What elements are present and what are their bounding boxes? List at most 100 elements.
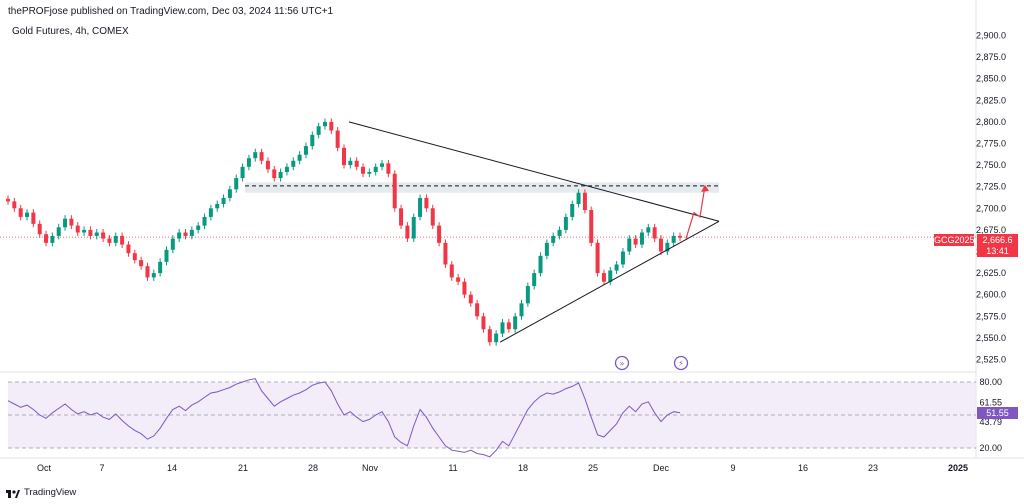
rsi-tick-label: 80.00 [979, 377, 1002, 387]
time-tick-label: 2025 [948, 463, 968, 473]
candle-body [310, 134, 315, 147]
candle-body [316, 126, 321, 135]
price-tick-label: 2,625.0 [976, 268, 1006, 278]
candle-body [234, 178, 239, 190]
svg-text:⚡: ⚡ [678, 359, 684, 368]
candle-body [361, 166, 366, 174]
candle-body [50, 235, 55, 243]
candle-body [37, 223, 42, 235]
time-axis: Oct 7 14 21 28 Nov 11 18 25 Dec 9 16 23 2025 [37, 463, 968, 473]
candle-body [63, 218, 68, 228]
tradingview-footer[interactable]: TradingView [6, 487, 76, 498]
time-tick-label: Dec [653, 463, 670, 473]
candle-body [272, 169, 277, 179]
candle-body [348, 160, 353, 166]
candle-body [291, 160, 296, 167]
candle-body [227, 189, 232, 198]
candle-body [215, 203, 220, 209]
candle-body [608, 270, 613, 282]
time-tick-label: 18 [518, 463, 528, 473]
candle-body [589, 210, 594, 243]
price-tick-label: 2,850.0 [976, 74, 1006, 84]
candle-body [678, 235, 682, 238]
event-icon-forward[interactable]: » [614, 355, 630, 371]
candle-body [538, 255, 543, 274]
candle-body [614, 264, 619, 271]
candle-body [56, 227, 61, 236]
candle-body [44, 234, 49, 243]
candle-body [405, 225, 410, 239]
candle-body [120, 235, 125, 245]
time-tick-label: 25 [588, 463, 598, 473]
candle-body [164, 249, 169, 262]
candle-body [132, 253, 137, 261]
candle-body [449, 264, 454, 278]
price-tick-label: 2,800.0 [976, 117, 1006, 127]
candle-body [297, 154, 302, 161]
candle-body [380, 163, 385, 167]
candle-body [443, 242, 448, 265]
event-icon-lightning[interactable]: ⚡ [673, 355, 689, 371]
price-tick-label: 2,675.0 [976, 225, 1006, 235]
time-tick-label: Nov [362, 463, 379, 473]
candle-body [627, 238, 632, 252]
candle-body [462, 281, 467, 295]
candle-body [437, 225, 442, 243]
last-price-symbol-tag: GCG2025 [934, 234, 975, 246]
candle-body [576, 192, 581, 204]
candle-body [202, 216, 207, 226]
candle-body [107, 238, 112, 243]
candle-body [177, 232, 182, 239]
rsi-value-tag: 51.55 [977, 407, 1018, 419]
candle-body [6, 198, 10, 202]
rsi-tick-label: 43.79 [979, 417, 1002, 427]
candle-body [354, 160, 359, 167]
candle-body [284, 166, 289, 173]
price-axis: 2,900.0 2,875.0 2,850.0 2,825.0 2,800.0 2,775… [976, 31, 1006, 365]
candle-body [392, 173, 397, 209]
candle-body [183, 232, 188, 236]
candle-body [506, 322, 511, 330]
time-tick-label: 16 [798, 463, 808, 473]
candle-body [658, 238, 663, 252]
candle-body [532, 273, 537, 287]
candle-body [170, 238, 175, 250]
rsi-axis: 80.00 61.55 43.79 20.00 [979, 377, 1002, 453]
candle-body [208, 208, 213, 217]
candle-body [513, 316, 518, 330]
price-tick-label: 2,700.0 [976, 203, 1006, 213]
price-tick-label: 2,725.0 [976, 182, 1006, 192]
candle-body [342, 147, 346, 166]
candle-body [151, 273, 156, 278]
candle-body [386, 163, 391, 174]
time-tick-label: 7 [99, 463, 104, 473]
resistance-zone [245, 182, 719, 193]
candle-body [246, 158, 251, 167]
projection-arrowhead [701, 184, 709, 192]
candle-body [411, 216, 416, 239]
price-tick-label: 2,775.0 [976, 139, 1006, 149]
candle-body [303, 146, 308, 155]
rsi-line [7, 378, 681, 458]
candle-body [595, 242, 600, 274]
candles [6, 118, 682, 346]
candle-body [265, 160, 270, 170]
candle-body [665, 242, 670, 252]
candle-body [456, 277, 461, 282]
time-tick-label: 21 [238, 463, 248, 473]
candle-body [481, 316, 486, 330]
candle-body [563, 216, 568, 230]
price-tick-label: 2,550.0 [976, 333, 1006, 343]
rsi-tick-label: 20.00 [979, 443, 1002, 453]
resistance-zone-layer [0, 182, 976, 238]
candle-body [88, 229, 93, 236]
time-tick-label: 9 [730, 463, 735, 473]
candle-body [158, 261, 163, 274]
rsi-tick-label: 61.55 [979, 397, 1002, 407]
candle-body [335, 130, 340, 148]
candle-body [424, 197, 429, 209]
candle-body [139, 260, 144, 267]
candle-body [322, 121, 327, 127]
candle-body [101, 232, 106, 239]
